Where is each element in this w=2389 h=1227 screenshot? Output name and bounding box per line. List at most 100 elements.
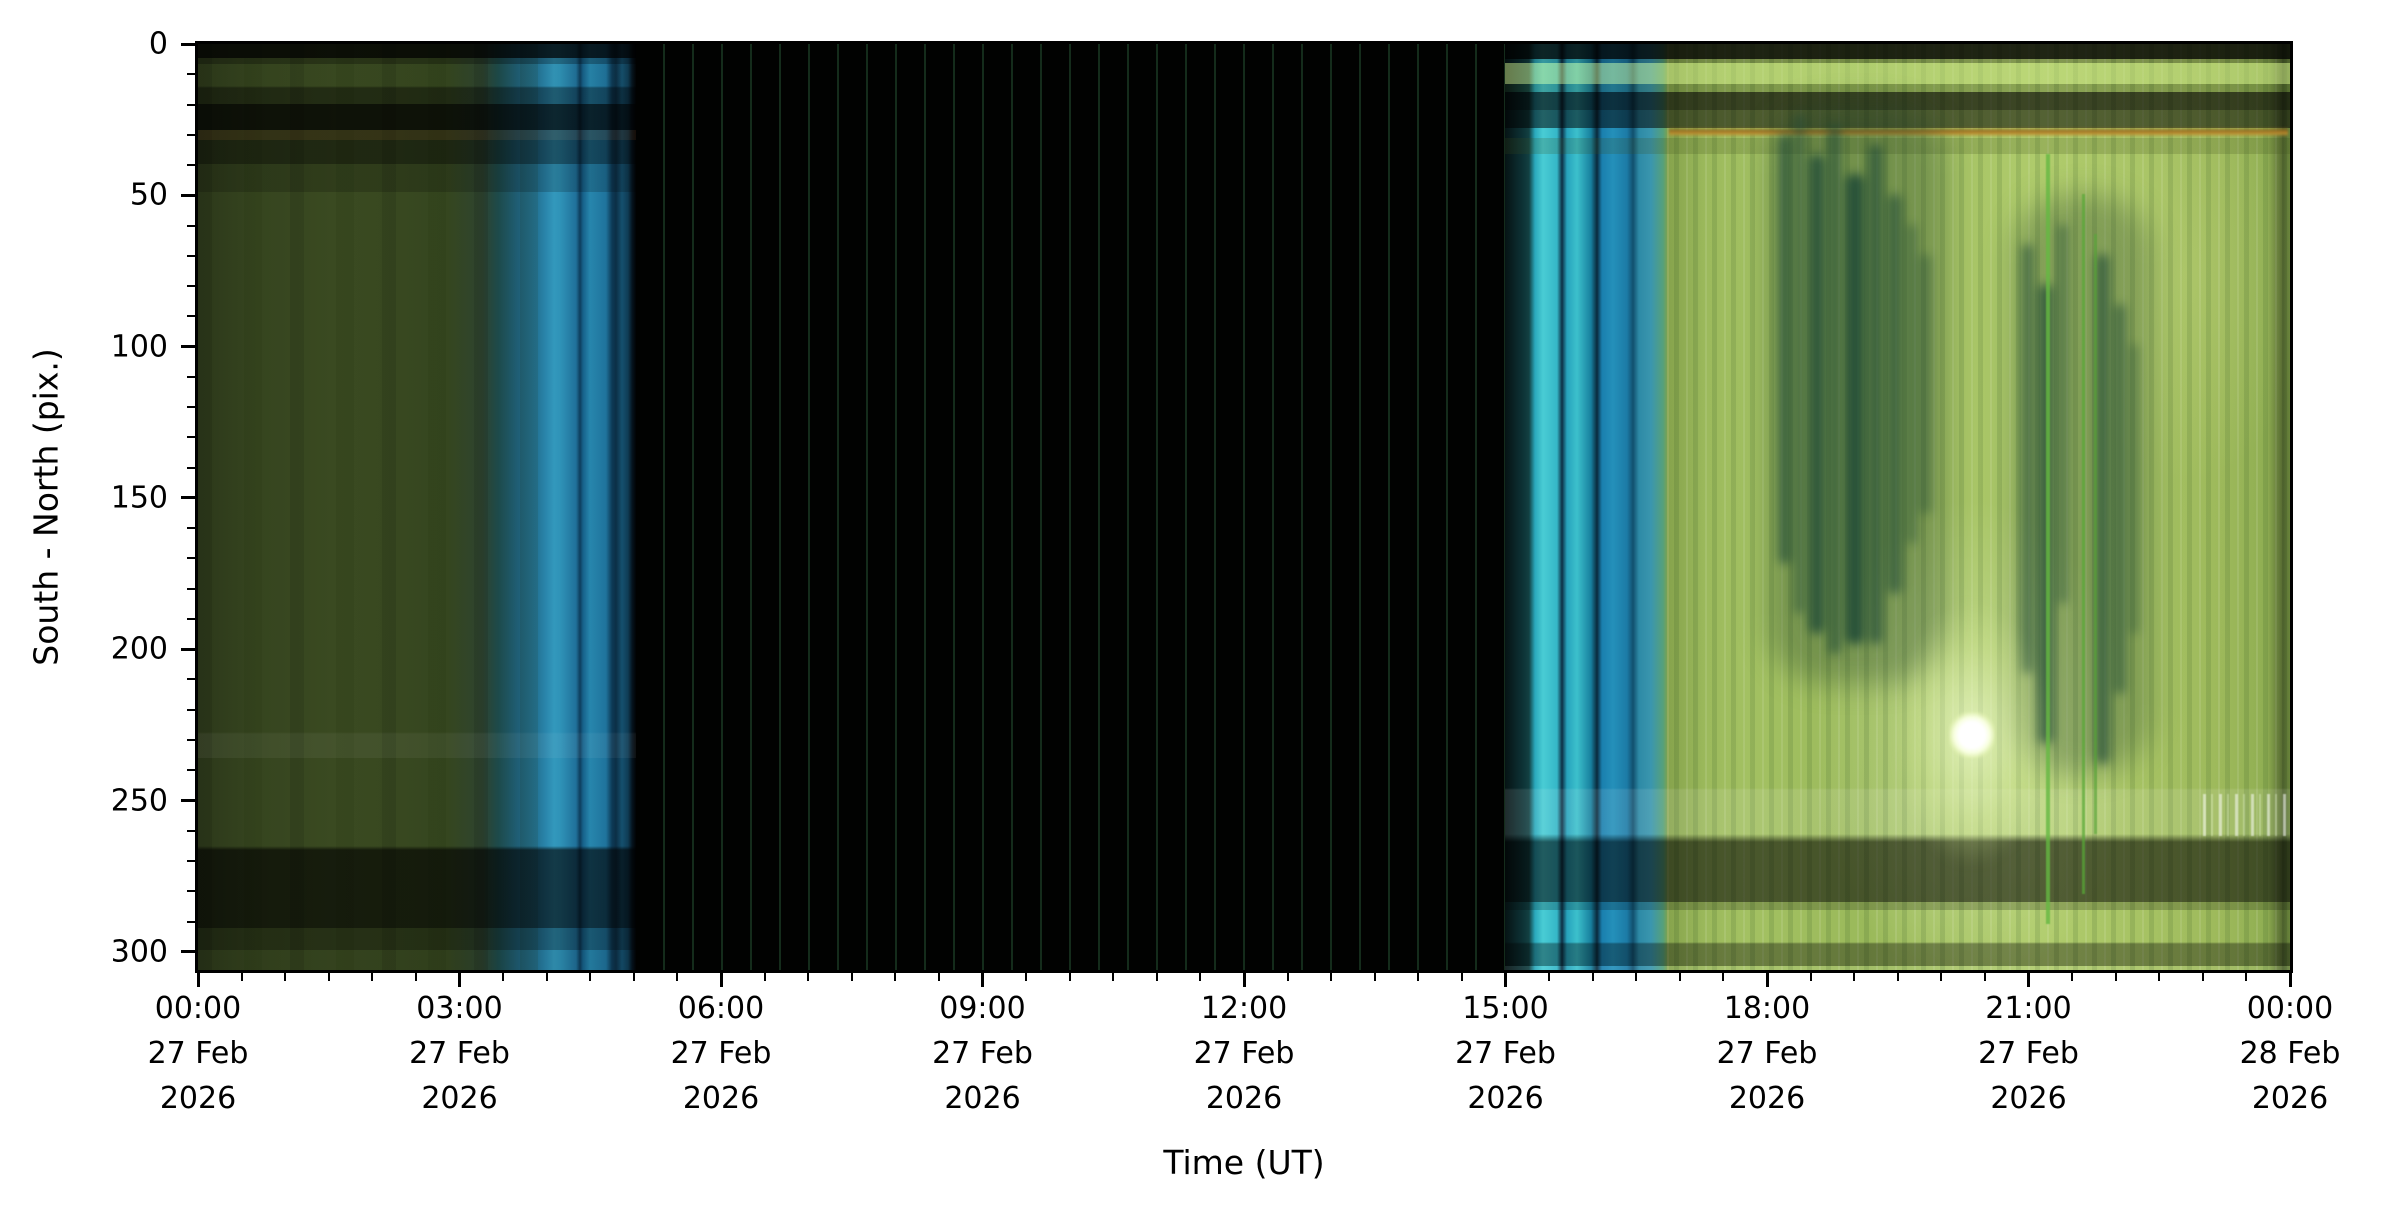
- x-minor-tick: [371, 973, 374, 981]
- x-tick-label-line: 18:00: [1723, 991, 1811, 1026]
- x-tick-label: 21:00 27 Feb 2026: [1978, 986, 2079, 1121]
- x-minor-tick: [1373, 973, 1376, 981]
- x-minor-tick: [807, 973, 810, 981]
- x-minor-tick: [1591, 973, 1594, 981]
- y-minor-tick: [187, 738, 195, 741]
- x-major-tick: [981, 973, 984, 987]
- x-minor-tick: [240, 973, 243, 981]
- x-tick-label: 00:00 28 Feb 2026: [2240, 986, 2341, 1121]
- x-tick-label-line: 28 Feb: [2239, 1036, 2341, 1071]
- y-major-tick: [181, 496, 195, 500]
- y-tick-label: 150: [110, 480, 168, 516]
- y-minor-tick: [187, 406, 195, 409]
- x-minor-tick: [1417, 973, 1420, 981]
- x-tick-label-line: 2026: [1728, 1081, 1806, 1116]
- x-minor-tick: [1286, 973, 1289, 981]
- x-tick-label-line: 15:00: [1462, 991, 1549, 1026]
- x-tick-label-line: 00:00: [154, 991, 242, 1026]
- amber-scattered-light-line: [1669, 127, 2288, 137]
- x-minor-tick: [1330, 973, 1333, 981]
- x-major-tick: [719, 973, 723, 987]
- x-tick-label-line: 27 Feb: [932, 1036, 1033, 1071]
- x-tick-label-line: 27 Feb: [409, 1036, 510, 1071]
- airglow-column: [2082, 194, 2085, 894]
- x-tick-label-line: 27 Feb: [147, 1036, 249, 1071]
- y-minor-tick: [187, 73, 195, 76]
- x-minor-tick: [327, 973, 330, 981]
- x-minor-tick: [502, 973, 505, 981]
- cloud-streak: [1907, 224, 1916, 544]
- y-minor-tick: [187, 920, 195, 923]
- x-tick-label-line: 21:00: [1985, 991, 2072, 1026]
- y-tick-label: 250: [110, 783, 168, 818]
- y-minor-tick: [187, 133, 195, 136]
- x-tick-label-line: 2026: [1205, 1081, 1283, 1116]
- x-tick-label-line: 2026: [159, 1081, 237, 1116]
- cloud-streak-cluster-1: [1767, 104, 1947, 684]
- cloud-streak: [1795, 114, 1804, 614]
- x-minor-tick: [1025, 973, 1028, 981]
- y-major-tick: [181, 345, 195, 349]
- y-axis-tick-labels: 0 50 100 150 200 250 300: [0, 27, 168, 970]
- y-major-tick: [181, 647, 195, 651]
- y-tick-label: 0: [148, 26, 168, 62]
- cloud-streak: [2114, 304, 2125, 694]
- x-tick-label: 09:00 27 Feb 2026: [932, 986, 1033, 1121]
- x-tick-label-line: 2026: [682, 1081, 760, 1116]
- x-minor-tick: [763, 973, 766, 981]
- y-minor-tick: [187, 557, 195, 560]
- x-minor-tick: [632, 973, 635, 981]
- y-minor-tick: [187, 769, 195, 772]
- cloud-streak: [1779, 134, 1791, 564]
- x-tick-label-line: 27 Feb: [1716, 1036, 1818, 1071]
- x-major-tick: [1242, 973, 1246, 987]
- y-minor-tick: [187, 224, 195, 227]
- y-major-tick: [181, 42, 195, 46]
- x-minor-tick: [545, 973, 548, 981]
- x-tick-label-line: 27 Feb: [1193, 1036, 1295, 1071]
- x-tick-label-line: 27 Feb: [1978, 1036, 2079, 1071]
- cloud-streak: [1829, 124, 1840, 654]
- x-minor-tick: [1112, 973, 1115, 981]
- y-major-tick: [181, 950, 195, 954]
- x-minor-tick: [1940, 973, 1943, 981]
- cloud-streak: [2096, 254, 2109, 764]
- x-major-tick: [196, 973, 200, 987]
- x-major-tick: [2288, 973, 2292, 987]
- x-minor-tick: [894, 973, 897, 981]
- x-minor-tick: [2071, 973, 2074, 981]
- x-minor-tick: [284, 973, 287, 981]
- y-minor-tick: [187, 829, 195, 832]
- x-minor-tick: [1678, 973, 1681, 981]
- y-minor-tick: [187, 164, 195, 167]
- y-minor-tick: [187, 617, 195, 620]
- cloud-streak: [1887, 194, 1902, 594]
- x-tick-label-line: 12:00: [1200, 991, 1288, 1026]
- keogram-image: [198, 44, 2290, 970]
- y-minor-tick: [187, 890, 195, 893]
- y-minor-tick: [187, 678, 195, 681]
- y-major-tick: [181, 193, 195, 197]
- x-tick-label: 06:00 27 Feb 2026: [671, 986, 772, 1121]
- x-minor-tick: [2201, 973, 2204, 981]
- airglow-column: [2094, 234, 2097, 834]
- y-major-tick: [181, 799, 195, 802]
- x-minor-tick: [1853, 973, 1856, 981]
- x-minor-tick: [937, 973, 940, 981]
- segment-daytime-gap: [636, 44, 1505, 970]
- moon-glare: [1949, 712, 1995, 758]
- y-minor-tick: [187, 466, 195, 469]
- cloud-streak: [2058, 224, 2067, 604]
- x-axis-title: Time (UT): [1163, 1143, 1325, 1182]
- y-minor-tick: [187, 285, 195, 288]
- y-minor-tick: [187, 860, 195, 863]
- x-tick-label: 00:00 27 Feb 2026: [148, 986, 249, 1121]
- x-tick-label: 18:00 27 Feb 2026: [1717, 986, 1818, 1121]
- x-minor-tick: [1896, 973, 1899, 981]
- x-major-tick: [2027, 973, 2030, 987]
- x-minor-tick: [676, 973, 679, 981]
- cloud-streak-cluster-2: [2012, 154, 2152, 924]
- x-minor-tick: [1068, 973, 1071, 981]
- x-axis-tick-labels: 00:00 27 Feb 2026 03:00 27 Feb 2026 06:00 27 Fe…: [148, 986, 2341, 1136]
- y-minor-tick: [187, 254, 195, 257]
